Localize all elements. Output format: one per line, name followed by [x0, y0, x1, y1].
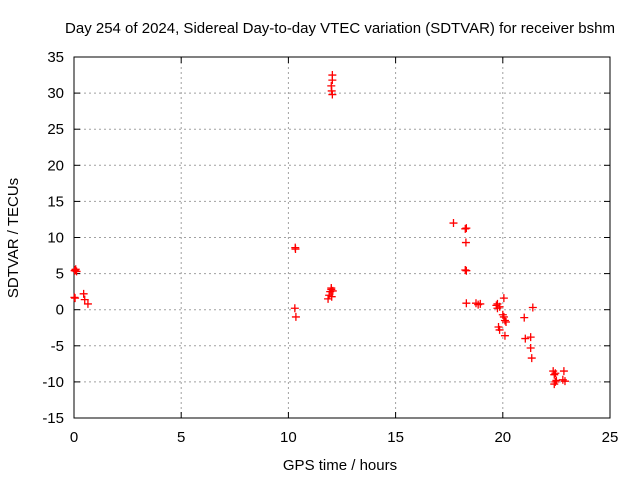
y-tick-label: 35 — [47, 49, 64, 66]
y-tick-label: 25 — [47, 121, 64, 138]
data-point — [558, 375, 567, 384]
data-point — [327, 285, 336, 294]
data-point — [559, 367, 568, 376]
y-tick-label: 30 — [47, 85, 64, 102]
data-point — [291, 312, 300, 321]
y-tick-label: 5 — [56, 266, 64, 283]
y-tick-label: 0 — [56, 302, 64, 319]
data-point — [528, 303, 537, 312]
data-point — [462, 266, 471, 275]
y-tick-label: 15 — [47, 193, 64, 210]
axis-ticks — [73, 56, 611, 419]
data-point — [474, 300, 483, 309]
data-point — [80, 295, 89, 304]
data-point — [551, 369, 560, 378]
x-tick-label: 20 — [494, 429, 511, 446]
data-point — [495, 325, 504, 334]
data-point — [462, 224, 471, 233]
data-points — [70, 71, 569, 389]
data-point — [476, 299, 485, 308]
data-point — [495, 302, 504, 311]
data-point — [290, 304, 299, 313]
x-tick-label: 10 — [280, 429, 297, 446]
x-tick-label: 5 — [177, 429, 185, 446]
data-point — [500, 316, 509, 325]
data-point — [526, 333, 535, 342]
data-point — [461, 238, 470, 247]
data-point — [462, 299, 471, 308]
y-tick-label: -10 — [42, 374, 64, 391]
data-point — [502, 317, 511, 326]
data-point — [552, 376, 561, 385]
data-point — [83, 299, 92, 308]
data-point — [550, 370, 559, 379]
y-tick-labels: -15 -10 -5 0 5 10 15 20 25 30 35 — [42, 49, 64, 427]
data-point — [328, 76, 337, 85]
data-point — [472, 299, 480, 308]
y-tick-label: -5 — [51, 338, 64, 355]
data-point — [560, 377, 569, 386]
grid — [74, 57, 610, 418]
data-point — [521, 334, 530, 343]
data-point — [328, 90, 337, 99]
x-tick-label: 25 — [602, 429, 619, 446]
data-point — [461, 224, 470, 233]
data-point — [551, 377, 560, 386]
x-tick-labels: 0 5 10 15 20 25 — [70, 429, 619, 446]
y-tick-label: 10 — [47, 230, 64, 247]
data-point — [461, 265, 470, 274]
chart-title: Day 254 of 2024, Sidereal Day-to-day VTE… — [65, 20, 615, 37]
x-axis-label: GPS time / hours — [283, 457, 397, 474]
data-point — [291, 243, 300, 252]
data-point — [79, 289, 88, 298]
data-point — [327, 292, 336, 301]
data-point — [520, 313, 529, 322]
data-point — [71, 265, 80, 274]
data-point — [328, 286, 337, 295]
data-point — [526, 343, 535, 352]
y-tick-label: 20 — [47, 157, 64, 174]
x-tick-label: 0 — [70, 429, 78, 446]
data-point — [527, 354, 536, 363]
data-point — [499, 294, 508, 303]
data-point — [500, 331, 509, 340]
data-point — [71, 294, 80, 303]
y-tick-label: -15 — [42, 410, 64, 427]
x-tick-label: 15 — [387, 429, 404, 446]
data-point — [72, 267, 81, 276]
data-point — [499, 312, 508, 321]
y-axis-label: SDTVAR / TECUs — [5, 178, 22, 298]
data-point — [449, 219, 458, 228]
